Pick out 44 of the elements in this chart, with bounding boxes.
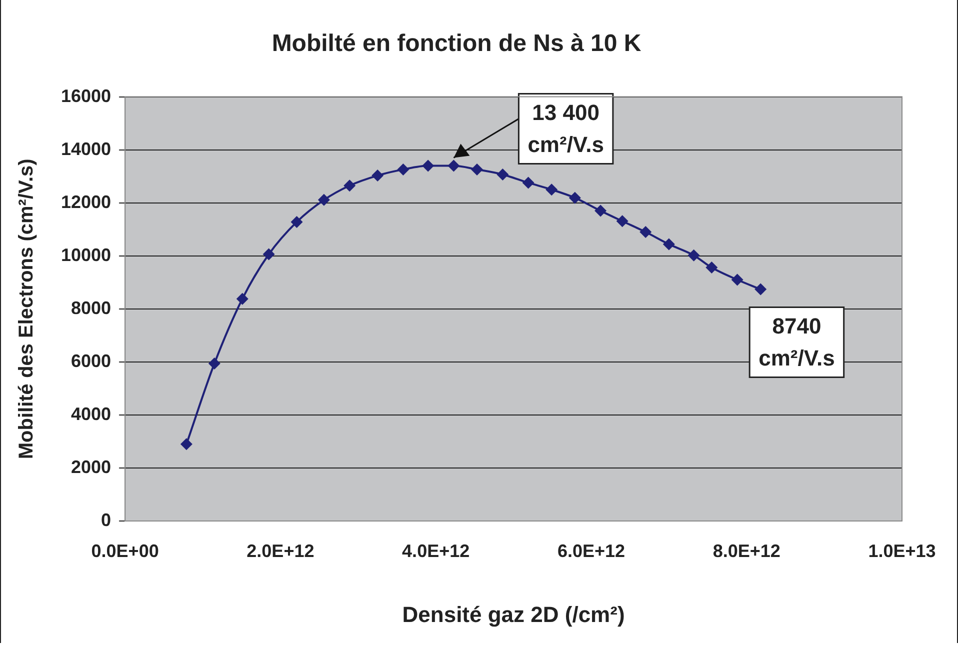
point — [290, 216, 303, 228]
x-tick-label: 0.0E+00 — [91, 540, 159, 561]
point — [616, 215, 628, 228]
y-tick-label: 12000 — [60, 192, 112, 212]
point — [731, 274, 744, 286]
point — [422, 160, 434, 172]
annotation: 8740 cm²/V.s — [758, 313, 835, 370]
x-tick-label: 2.0E+12 — [246, 540, 314, 561]
point — [236, 292, 248, 305]
point — [318, 194, 330, 206]
point — [546, 184, 558, 196]
y-tick-label: 14000 — [60, 138, 112, 159]
point — [208, 358, 220, 370]
y-axis-title: Mobilité des Electrons (cm²/V.s) — [16, 158, 38, 460]
point — [180, 438, 192, 450]
point — [471, 163, 484, 176]
point — [706, 262, 718, 274]
y-tick-label: 8000 — [71, 298, 112, 318]
y-tick-label: 2000 — [71, 456, 112, 477]
x-tick-label: 1.0E+13 — [868, 540, 936, 561]
point — [372, 170, 384, 182]
y-tick-label: 10000 — [60, 244, 112, 265]
y-tick-label: 6000 — [71, 350, 112, 371]
point — [568, 192, 581, 204]
x-axis-title: Densité gaz 2D (/cm²) — [402, 602, 625, 627]
point — [688, 249, 700, 262]
chart-title: Mobilté en fonction de Ns à 10 K — [272, 30, 642, 58]
point — [262, 248, 275, 260]
x-tick-label: 4.0E+12 — [402, 540, 470, 561]
annotation: 13 400 cm²/V.s — [528, 100, 604, 157]
y-tick-label: 16000 — [60, 86, 112, 106]
point — [754, 283, 767, 296]
point — [397, 163, 410, 176]
y-tick-label: 0 — [101, 510, 112, 530]
point — [594, 204, 607, 217]
point — [522, 176, 534, 189]
point — [448, 160, 460, 172]
x-tick-label: 8.0E+12 — [712, 540, 780, 561]
point — [662, 238, 675, 250]
x-tick-label: 6.0E+12 — [557, 540, 626, 561]
point — [344, 180, 356, 192]
y-tick-label: 4000 — [71, 404, 112, 424]
point — [640, 226, 652, 238]
point — [496, 168, 509, 180]
